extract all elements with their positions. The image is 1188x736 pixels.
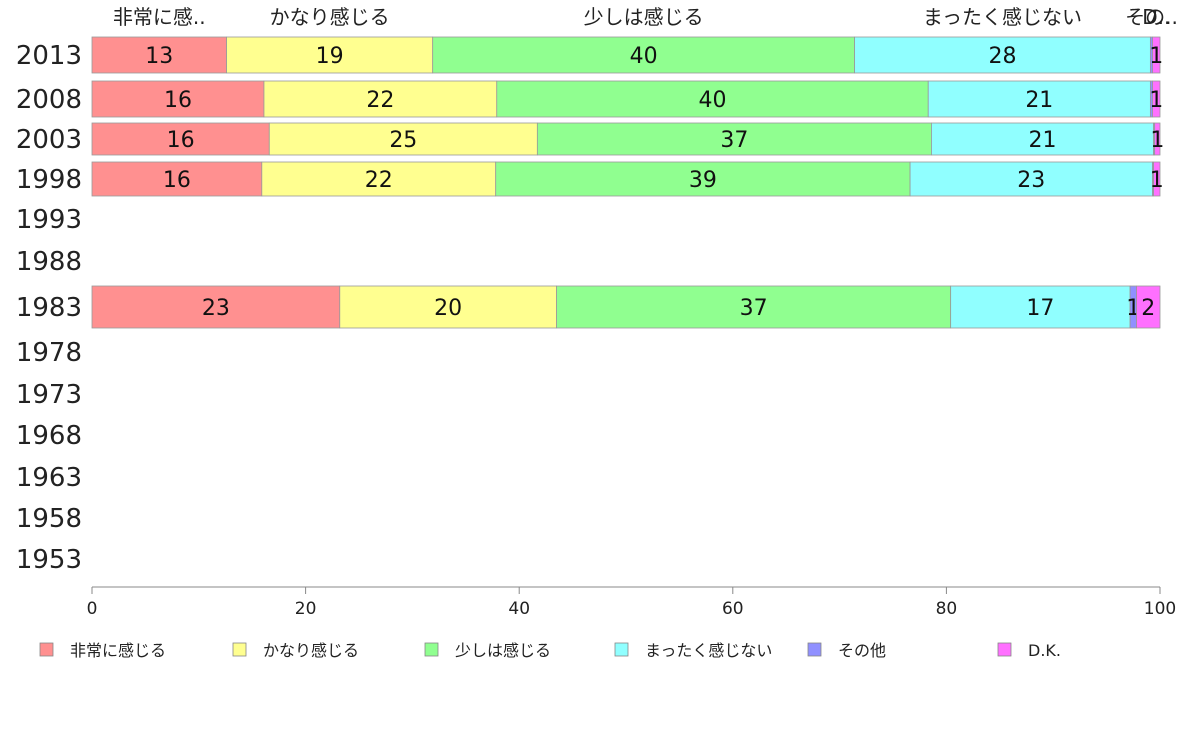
- year-label-1973: 1973: [16, 380, 82, 410]
- x-tick-label-0: 0: [87, 599, 98, 619]
- bar-value-label-2003-5: 1: [1150, 128, 1164, 153]
- bar-value-label-2008-3: 21: [1025, 88, 1053, 113]
- bar-value-label-2013-1: 19: [316, 44, 344, 69]
- legend-label-2: 少しは感じる: [455, 641, 551, 660]
- year-label-1963: 1963: [16, 463, 82, 493]
- bar-segment-2013-2: [432, 36, 855, 74]
- bar-value-label-2013-5: 1: [1149, 44, 1163, 69]
- bar-segment-2008-3: [927, 80, 1151, 118]
- year-label-1993: 1993: [16, 205, 82, 235]
- legend-label-4: その他: [838, 641, 886, 660]
- bar-segment-2008-1: [263, 80, 498, 118]
- bars: 13 19 40 28 1 16 22 40 21 1 16 25 37 21 1 16 22 39 23 1 23 20…: [91, 36, 1164, 329]
- bar-segment-1983-2: [556, 285, 952, 329]
- legend-swatch-3: [614, 642, 629, 657]
- bar-segment-2008-0: [91, 80, 265, 118]
- bar-segment-2003-0: [91, 122, 270, 156]
- legend-label-5: D.K.: [1028, 641, 1061, 660]
- category-header-5: D..: [1142, 5, 1170, 29]
- bar-value-label-1983-1: 20: [434, 296, 462, 321]
- bar-value-label-2013-2: 40: [630, 44, 658, 69]
- category-header-3: まったく感じない: [923, 5, 1082, 29]
- bar-segment-2003-5: [1154, 122, 1161, 156]
- x-tick-label-100: 100: [1144, 599, 1176, 619]
- bar-segment-2003-1: [268, 122, 538, 156]
- bar-value-label-2003-1: 25: [389, 128, 417, 153]
- legend-swatch-5: [997, 642, 1012, 657]
- bar-segment-1998-2: [495, 161, 911, 197]
- bar-value-label-2008-1: 22: [366, 88, 394, 113]
- legend-label-0: 非常に感じる: [70, 641, 166, 660]
- bar-value-label-2008-5: 1: [1149, 88, 1163, 113]
- x-tick-label-80: 80: [936, 599, 958, 619]
- x-tick-label-40: 40: [508, 599, 530, 619]
- bar-segment-2003-2: [536, 122, 932, 156]
- legend: 非常に感じる かなり感じる 少しは感じる まったく感じない その他 D.K.: [39, 641, 1061, 660]
- bar-value-label-2013-0: 13: [145, 44, 173, 69]
- year-label-1988: 1988: [16, 247, 82, 277]
- year-label-2013: 2013: [16, 41, 82, 71]
- year-label-1983: 1983: [16, 293, 82, 323]
- year-label-1978: 1978: [16, 338, 82, 368]
- x-axis: 0 20 40 60 80 100: [87, 586, 1176, 619]
- bar-segment-2013-3: [854, 36, 1151, 74]
- bar-segment-1998-3: [909, 161, 1153, 197]
- bar-value-label-1998-5: 1: [1150, 168, 1164, 193]
- bar-value-label-2003-2: 37: [720, 128, 748, 153]
- bar-segment-1983-3: [950, 285, 1131, 329]
- bar-value-label-1998-2: 39: [689, 168, 717, 193]
- bar-value-label-1998-1: 22: [365, 168, 393, 193]
- category-header-4: その..: [1125, 5, 1178, 29]
- bar-value-label-2008-0: 16: [164, 88, 192, 113]
- bar-value-label-1983-3: 17: [1026, 296, 1054, 321]
- x-tick-label-20: 20: [295, 599, 317, 619]
- year-label-2008: 2008: [16, 85, 82, 115]
- bar-value-label-2003-3: 21: [1029, 128, 1057, 153]
- bar-value-label-1983-5: 2: [1141, 296, 1155, 321]
- legend-swatch-1: [232, 642, 247, 657]
- bar-segment-2008-2: [496, 80, 929, 118]
- bar-segment-2003-3: [931, 122, 1154, 156]
- bar-value-label-1998-0: 16: [163, 168, 191, 193]
- x-tick-label-60: 60: [722, 599, 744, 619]
- year-label-1958: 1958: [16, 504, 82, 534]
- bar-segment-2013-1: [226, 36, 434, 74]
- category-header-2: 少しは感じる: [584, 5, 704, 29]
- bar-segment-1983-0: [91, 285, 341, 329]
- year-label-2003: 2003: [16, 125, 82, 155]
- bar-value-label-2013-3: 28: [988, 44, 1016, 69]
- category-header-1: かなり感じる: [270, 5, 390, 29]
- category-header-0: 非常に感..: [113, 5, 206, 29]
- bar-value-label-2008-2: 40: [699, 88, 727, 113]
- bar-segment-2013-0: [91, 36, 227, 74]
- bar-value-label-1998-3: 23: [1017, 168, 1045, 193]
- legend-label-3: まったく感じない: [645, 641, 772, 660]
- legend-swatch-0: [39, 642, 54, 657]
- year-label-1998: 1998: [16, 165, 82, 195]
- bar-segment-1998-0: [91, 161, 263, 197]
- bar-value-label-1983-0: 23: [202, 296, 230, 321]
- legend-swatch-2: [424, 642, 439, 657]
- bar-value-label-2003-0: 16: [167, 128, 195, 153]
- year-label-1953: 1953: [16, 545, 82, 575]
- category-headers: 非常に感.. かなり感じる 少しは感じる まったく感じない その..D..: [113, 5, 1178, 29]
- year-labels: 2013 2008 2003 1998 1993 1988 1983 1978 1973 1968…: [16, 41, 82, 575]
- legend-label-1: かなり感じる: [263, 641, 359, 660]
- bar-segment-2008-5: [1152, 80, 1161, 118]
- bar-segment-1983-5: [1136, 285, 1161, 329]
- year-label-1968: 1968: [16, 421, 82, 451]
- bar-segment-1998-1: [261, 161, 497, 197]
- bar-value-label-1983-2: 37: [740, 296, 768, 321]
- bar-segment-1998-5: [1153, 161, 1161, 197]
- legend-swatch-4: [807, 642, 822, 657]
- bar-segment-2013-5: [1152, 36, 1161, 74]
